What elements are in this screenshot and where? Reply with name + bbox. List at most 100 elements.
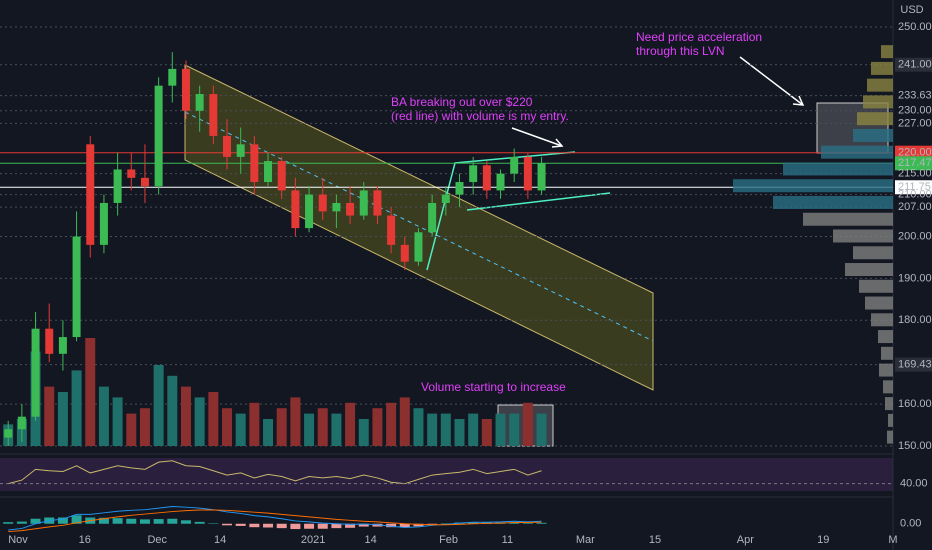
candle-body — [45, 328, 54, 354]
volume-bar — [317, 408, 328, 446]
macd-histogram — [222, 523, 233, 526]
macd-histogram — [30, 518, 41, 524]
price-label-bg — [895, 357, 932, 372]
candle-body — [140, 177, 149, 187]
candle-body — [400, 244, 409, 262]
macd-histogram — [522, 523, 533, 524]
macd-histogram — [16, 521, 27, 524]
candle-body — [387, 215, 396, 245]
candle-body — [264, 161, 273, 183]
annotation: (red line) with volume is my entry. — [391, 109, 569, 123]
candle-body — [428, 202, 437, 233]
volume-profile-bar — [883, 380, 893, 394]
x-tick-label: 19 — [817, 534, 829, 546]
arrow-head — [551, 138, 564, 148]
macd-histogram — [536, 522, 547, 524]
volume-bar — [263, 419, 274, 446]
annotation: Need price acceleration — [636, 30, 762, 44]
macd-histogram — [208, 523, 219, 524]
macd-histogram — [3, 522, 14, 524]
annotation: Volume starting to increase — [421, 380, 566, 394]
volume-profile-bar — [881, 346, 893, 360]
volume-bar — [85, 338, 96, 446]
macd-histogram — [509, 522, 520, 524]
volume-profile-bar — [888, 413, 893, 427]
candle-body — [277, 161, 286, 191]
lvn-box — [816, 102, 889, 154]
channel — [184, 64, 654, 391]
y-tick-label: 211.75 — [898, 181, 931, 193]
macd-histogram — [71, 515, 82, 524]
candle-body — [469, 165, 478, 183]
macd-histogram — [112, 518, 123, 524]
volume-profile-bar — [733, 179, 893, 193]
x-tick-label: 15 — [649, 534, 661, 546]
macd-line — [8, 509, 542, 533]
volume-bar — [167, 375, 178, 446]
volume-profile-bar — [879, 363, 893, 377]
volume-profile-bar — [881, 45, 893, 59]
price-label-bg — [895, 156, 932, 171]
price-label-bg — [895, 57, 932, 72]
volume-profile-bar — [803, 212, 893, 226]
volume-profile-bar — [863, 95, 893, 109]
volume-bar — [194, 397, 205, 446]
candle-body — [250, 144, 259, 183]
x-tick-label: 2021 — [301, 534, 325, 546]
y-tick-label: 217.47 — [898, 157, 932, 169]
x-tick-label: 16 — [79, 534, 91, 546]
candle-body — [359, 190, 368, 216]
volume-bar — [399, 397, 410, 446]
candle-body — [99, 202, 108, 245]
y-tick-label: 215.00 — [898, 168, 932, 180]
macd-histogram — [440, 523, 451, 524]
volume-profile-bar — [853, 128, 893, 142]
candle-body — [332, 202, 341, 212]
macd-histogram — [386, 523, 397, 528]
macd-histogram — [98, 517, 109, 524]
candle-body — [168, 68, 177, 86]
macd-histogram — [358, 523, 369, 527]
volume-profile-bar — [871, 313, 893, 327]
candle-body — [113, 169, 122, 203]
candle-body — [209, 94, 218, 136]
volume-bar — [509, 413, 520, 446]
candle-body — [181, 68, 190, 111]
volume-profile-bar — [773, 195, 893, 209]
volume-profile-bar — [853, 246, 893, 260]
y-tick-label: 40.00 — [900, 478, 928, 490]
candle-body — [346, 202, 355, 216]
volume-bar — [208, 392, 219, 446]
y-tick-label: 190.00 — [898, 272, 932, 284]
macd-histogram — [468, 522, 479, 524]
y-tick-label: 169.43 — [898, 358, 932, 370]
annotations: BA breaking out over $220(red line) with… — [391, 30, 762, 394]
currency: USD — [900, 4, 923, 16]
macd-histogram — [249, 523, 260, 528]
macd-histogram — [413, 523, 424, 527]
x-tick-label: Mar — [576, 534, 595, 546]
volume-bar — [413, 408, 424, 446]
volume-bar — [235, 413, 246, 446]
candle-body — [127, 169, 136, 178]
macd-histogram — [304, 523, 315, 529]
volume-bar — [495, 413, 506, 446]
x-tick-label: Nov — [8, 534, 28, 546]
candle-body — [72, 236, 81, 338]
volume-bar — [468, 413, 479, 446]
price-label-bg — [895, 180, 932, 195]
volume-bar — [331, 413, 342, 446]
volume-profile-bar — [859, 279, 893, 293]
arrow — [511, 127, 563, 147]
candle-body — [236, 144, 245, 157]
candle-body — [537, 163, 546, 191]
candle-body — [195, 94, 204, 111]
macd-line — [8, 506, 542, 531]
volume-bar — [536, 413, 547, 446]
y-tick-label: 200.00 — [898, 230, 932, 242]
candle-body — [223, 135, 232, 157]
candle-body — [4, 429, 13, 438]
y-tick-label: 210.00 — [898, 189, 932, 201]
macd-histogram — [126, 518, 137, 524]
x-tick-label: 14 — [214, 534, 226, 546]
